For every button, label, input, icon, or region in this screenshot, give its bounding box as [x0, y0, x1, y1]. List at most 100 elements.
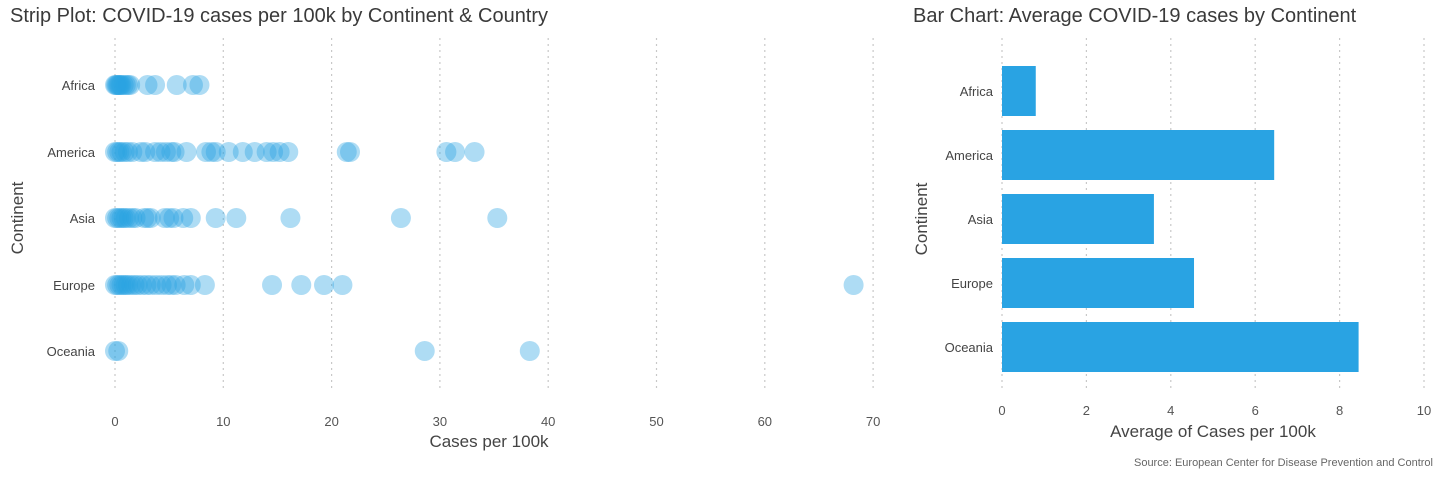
bar-europe	[1002, 258, 1195, 308]
strip-x-tick-10: 10	[216, 414, 230, 429]
strip-point-africa-8	[115, 75, 136, 95]
strip-point-america-0	[105, 142, 125, 162]
strip-point-america-19	[232, 142, 253, 162]
bar-chart-category-labels: Africa America Asia Europe Oceania	[945, 84, 994, 355]
strip-point-asia-12	[154, 208, 175, 228]
strip-point-america-12	[161, 142, 182, 162]
strip-x-tick-0: 0	[111, 414, 118, 429]
bar-category-label-europe: Europe	[951, 276, 993, 291]
strip-point-europe-0	[105, 275, 125, 295]
strip-plot: Strip Plot: COVID-19 cases per 100k by C…	[8, 5, 880, 451]
strip-point-asia-2	[109, 208, 130, 228]
strip-point-america-11	[155, 142, 176, 162]
bar-category-label-oceania: Oceania	[945, 340, 994, 355]
strip-point-america-20	[244, 142, 265, 162]
strip-point-oceania-0	[105, 341, 125, 361]
strip-x-tick-30: 30	[433, 414, 447, 429]
strip-point-america-5	[117, 142, 138, 162]
strip-point-africa-4	[109, 75, 130, 95]
strip-point-asia-0	[105, 208, 125, 228]
strip-point-america-8	[135, 142, 156, 162]
strip-category-label-asia: Asia	[70, 211, 96, 226]
strip-point-asia-19	[280, 208, 301, 228]
strip-point-europe-1	[107, 275, 128, 295]
strip-point-africa-1	[106, 75, 127, 95]
strip-point-europe-15	[156, 275, 177, 295]
strip-point-europe-8	[124, 275, 145, 295]
bar-x-tick-0: 0	[998, 403, 1005, 418]
strip-point-africa-13	[166, 75, 187, 95]
strip-x-tick-20: 20	[324, 414, 338, 429]
strip-point-africa-3	[108, 75, 129, 95]
strip-category-label-oceania: Oceania	[47, 344, 96, 359]
strip-plot-title: Strip Plot: COVID-19 cases per 100k by C…	[10, 5, 548, 27]
strip-point-oceania-3	[519, 341, 540, 361]
strip-point-america-24	[278, 142, 299, 162]
bar-america	[1002, 130, 1275, 180]
bar-x-tick-2: 2	[1083, 403, 1090, 418]
strip-point-america-29	[464, 142, 485, 162]
strip-point-africa-9	[117, 75, 138, 95]
strip-point-asia-9	[134, 208, 155, 228]
source-note: Source: European Center for Disease Prev…	[1134, 457, 1433, 469]
bar-category-label-asia: Asia	[968, 212, 994, 227]
strip-point-america-16	[201, 142, 222, 162]
strip-point-asia-8	[125, 208, 146, 228]
strip-point-america-21	[256, 142, 277, 162]
strip-category-label-america: America	[47, 145, 95, 160]
strip-point-asia-6	[119, 208, 140, 228]
strip-point-asia-7	[122, 208, 143, 228]
strip-point-africa-6	[111, 75, 132, 95]
strip-point-africa-11	[137, 75, 158, 95]
strip-point-america-14	[176, 142, 197, 162]
strip-point-africa-15	[189, 75, 210, 95]
strip-point-america-7	[130, 142, 151, 162]
strip-point-america-26	[340, 142, 361, 162]
strip-point-asia-3	[111, 208, 132, 228]
strip-point-europe-16	[161, 275, 182, 295]
strip-point-africa-10	[120, 75, 141, 95]
bar-asia	[1002, 194, 1154, 244]
strip-category-label-europe: Europe	[53, 278, 95, 293]
strip-point-europe-12	[140, 275, 161, 295]
strip-x-tick-70: 70	[866, 414, 880, 429]
strip-point-america-4	[114, 142, 135, 162]
bar-chart-title: Bar Chart: Average COVID-19 cases by Con…	[913, 5, 1357, 27]
strip-point-europe-3	[111, 275, 132, 295]
bar-chart-bars	[1002, 66, 1359, 372]
strip-point-america-1	[107, 142, 128, 162]
strip-point-europe-14	[151, 275, 172, 295]
strip-point-america-23	[269, 142, 290, 162]
strip-point-asia-15	[173, 208, 194, 228]
strip-point-europe-24	[332, 275, 353, 295]
strip-point-asia-20	[390, 208, 411, 228]
strip-point-europe-10	[132, 275, 153, 295]
strip-point-europe-5	[115, 275, 136, 295]
strip-plot-x-ticks: 0 10 20 30 40 50 60 70	[111, 414, 880, 429]
strip-point-europe-20	[194, 275, 215, 295]
bar-x-tick-4: 4	[1167, 403, 1174, 418]
bar-oceania	[1002, 322, 1359, 372]
strip-point-america-27	[436, 142, 457, 162]
bar-x-tick-8: 8	[1336, 403, 1343, 418]
strip-point-asia-5	[115, 208, 136, 228]
strip-point-europe-6	[117, 275, 138, 295]
bar-category-label-america: America	[945, 148, 993, 163]
strip-plot-y-axis-title: Continent	[8, 181, 27, 254]
strip-point-europe-25	[843, 275, 864, 295]
strip-category-label-africa: Africa	[62, 78, 96, 93]
strip-point-america-2	[109, 142, 130, 162]
strip-x-tick-50: 50	[649, 414, 663, 429]
strip-point-asia-17	[205, 208, 226, 228]
bar-africa	[1002, 66, 1036, 116]
strip-point-europe-17	[165, 275, 186, 295]
bar-chart-x-axis-title: Average of Cases per 100k	[1110, 422, 1316, 441]
strip-point-america-18	[218, 142, 239, 162]
strip-point-europe-7	[121, 275, 142, 295]
strip-point-america-9	[145, 142, 166, 162]
bar-category-label-africa: Africa	[960, 84, 994, 99]
strip-point-asia-16	[180, 208, 201, 228]
strip-point-africa-12	[145, 75, 166, 95]
strip-point-america-13	[164, 142, 185, 162]
